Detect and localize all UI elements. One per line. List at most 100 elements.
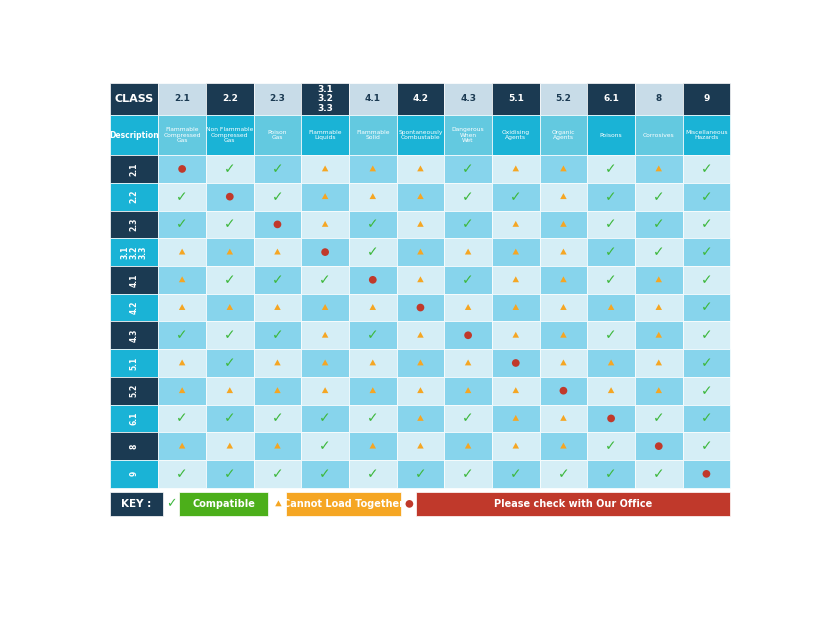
Bar xyxy=(491,211,539,238)
Bar xyxy=(301,349,349,377)
Bar xyxy=(206,377,253,404)
Text: ✓: ✓ xyxy=(224,411,235,426)
Polygon shape xyxy=(322,193,328,199)
Text: ✓: ✓ xyxy=(176,328,188,342)
Bar xyxy=(681,294,730,321)
Bar xyxy=(349,460,396,488)
Polygon shape xyxy=(559,193,566,199)
Text: ✓: ✓ xyxy=(699,411,712,426)
Polygon shape xyxy=(607,388,613,393)
Bar xyxy=(444,377,491,404)
Polygon shape xyxy=(417,276,423,282)
Bar xyxy=(681,182,730,211)
Polygon shape xyxy=(226,249,233,254)
Bar xyxy=(110,432,158,460)
Bar xyxy=(444,182,491,211)
Bar xyxy=(110,349,158,377)
Text: ✓: ✓ xyxy=(271,328,283,342)
Bar xyxy=(586,294,634,321)
Text: ✓: ✓ xyxy=(699,439,712,453)
Bar xyxy=(634,432,681,460)
Bar xyxy=(444,115,491,155)
Bar xyxy=(444,404,491,432)
Circle shape xyxy=(369,276,376,284)
Text: 4.3: 4.3 xyxy=(129,329,138,342)
Bar xyxy=(110,211,158,238)
Text: ✓: ✓ xyxy=(367,467,378,481)
Polygon shape xyxy=(559,442,566,449)
Text: ✓: ✓ xyxy=(699,356,712,370)
Bar xyxy=(444,211,491,238)
Polygon shape xyxy=(559,304,566,310)
Bar xyxy=(301,238,349,266)
Text: ✓: ✓ xyxy=(224,162,235,176)
Text: ✓: ✓ xyxy=(509,467,521,481)
Bar xyxy=(586,460,634,488)
Circle shape xyxy=(321,248,328,256)
Polygon shape xyxy=(417,388,423,393)
Circle shape xyxy=(416,304,423,311)
Bar xyxy=(349,321,396,349)
Polygon shape xyxy=(417,442,423,449)
Bar xyxy=(206,460,253,488)
Text: Description: Description xyxy=(109,131,159,139)
Text: ✓: ✓ xyxy=(271,189,283,204)
Polygon shape xyxy=(607,304,613,310)
Bar xyxy=(158,82,206,115)
Text: ✓: ✓ xyxy=(271,162,283,176)
Bar xyxy=(158,349,206,377)
Polygon shape xyxy=(274,442,280,449)
Polygon shape xyxy=(654,304,661,310)
Bar xyxy=(491,377,539,404)
Bar xyxy=(110,404,158,432)
Polygon shape xyxy=(369,442,376,449)
Circle shape xyxy=(559,387,567,394)
Text: Miscellaneous
Hazards: Miscellaneous Hazards xyxy=(685,129,726,141)
Bar xyxy=(301,266,349,294)
Bar xyxy=(586,349,634,377)
Bar xyxy=(491,238,539,266)
Bar xyxy=(586,211,634,238)
Bar xyxy=(539,404,586,432)
Bar xyxy=(253,377,301,404)
Bar xyxy=(253,404,301,432)
Bar xyxy=(396,377,444,404)
Bar xyxy=(206,115,253,155)
Bar xyxy=(539,82,586,115)
Bar xyxy=(634,211,681,238)
Text: ✓: ✓ xyxy=(319,467,331,481)
Polygon shape xyxy=(654,276,661,282)
Polygon shape xyxy=(464,249,471,254)
Text: ✓: ✓ xyxy=(604,328,616,342)
Bar xyxy=(158,211,206,238)
Bar xyxy=(349,294,396,321)
Text: ✓: ✓ xyxy=(176,217,188,231)
Text: ✓: ✓ xyxy=(462,162,473,176)
Circle shape xyxy=(607,414,614,422)
Bar xyxy=(301,294,349,321)
Text: CLASS: CLASS xyxy=(115,94,154,104)
Bar xyxy=(253,211,301,238)
Text: ✓: ✓ xyxy=(699,328,712,342)
Bar xyxy=(586,266,634,294)
Bar xyxy=(253,294,301,321)
Bar xyxy=(396,294,444,321)
Polygon shape xyxy=(512,332,518,338)
Text: ✓: ✓ xyxy=(557,467,568,481)
Text: 3.1
3.2
3.3: 3.1 3.2 3.3 xyxy=(120,246,147,259)
Bar xyxy=(110,266,158,294)
Bar xyxy=(681,432,730,460)
Polygon shape xyxy=(417,359,423,366)
Text: ✓: ✓ xyxy=(604,439,616,453)
Polygon shape xyxy=(417,332,423,338)
Circle shape xyxy=(178,165,186,172)
Text: ✓: ✓ xyxy=(699,245,712,259)
Bar xyxy=(206,211,253,238)
Bar xyxy=(158,238,206,266)
Text: ✓: ✓ xyxy=(462,217,473,231)
Bar xyxy=(491,266,539,294)
Text: ✓: ✓ xyxy=(699,217,712,231)
Bar xyxy=(349,432,396,460)
Polygon shape xyxy=(226,304,233,310)
Text: ✓: ✓ xyxy=(462,273,473,287)
